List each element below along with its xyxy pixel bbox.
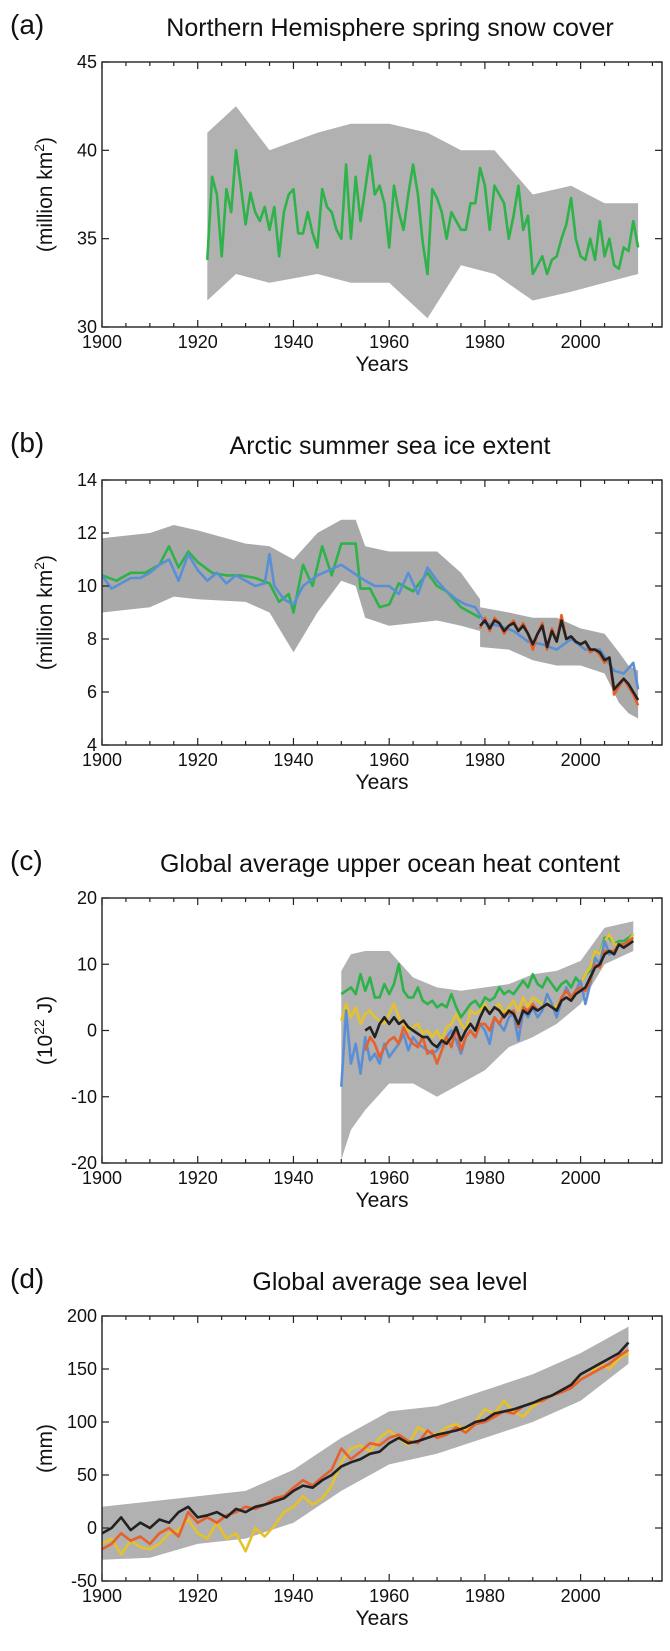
panel-letter: (b)	[10, 427, 44, 458]
x-axis-label: Years	[356, 353, 409, 376]
x-tick-label: 1960	[369, 1168, 409, 1188]
chart-title: Global average upper ocean heat content	[160, 850, 620, 878]
chart-title: Arctic summer sea ice extent	[230, 432, 551, 460]
y-axis-label-sup: 2	[31, 144, 47, 152]
y-axis-label-end: J)	[34, 996, 57, 1019]
y-tick-label: 150	[67, 1359, 97, 1379]
y-axis-label: (1022 J)	[31, 996, 57, 1065]
y-tick-label: -10	[71, 1087, 97, 1107]
x-tick-label: 1900	[82, 1586, 122, 1606]
y-tick-label: 100	[67, 1412, 97, 1432]
x-tick-label: 2000	[561, 1168, 601, 1188]
x-tick-label: 1920	[178, 1168, 218, 1188]
x-tick-label: 2000	[561, 750, 601, 770]
chart-panel: (d) Global average sea level 1900 1920 1940 1…	[10, 1263, 663, 1630]
uncertainty-band	[102, 1326, 629, 1560]
x-tick-label: 1960	[369, 332, 409, 352]
y-axis-label-sup: 22	[31, 1019, 47, 1035]
x-tick-label: 1940	[273, 1586, 313, 1606]
panel-letter: (a)	[10, 9, 44, 40]
y-tick-label: -20	[71, 1153, 97, 1173]
y-tick-label: -50	[71, 1571, 97, 1591]
uncertainty-band	[102, 519, 481, 653]
y-tick-label: 12	[77, 523, 97, 543]
y-tick-label: 45	[77, 52, 97, 72]
y-tick-label: 35	[77, 229, 97, 249]
y-tick-label: 0	[87, 1518, 97, 1538]
y-axis-label: (mm)	[34, 1424, 57, 1473]
chart-panel: (b) Arctic summer sea ice extent 1900 1920 1…	[10, 427, 663, 794]
y-tick-label: 50	[77, 1465, 97, 1485]
series-line	[102, 1348, 630, 1551]
x-tick-label: 1980	[465, 1586, 505, 1606]
series-line	[340, 936, 635, 1087]
x-tick-label: 1940	[273, 1168, 313, 1188]
y-axis-label-main: (million km	[34, 570, 57, 670]
x-axis-label: Years	[356, 1607, 409, 1630]
y-tick-label: 4	[87, 735, 97, 755]
y-tick-label: 14	[77, 470, 97, 490]
y-axis-label: (million km2)	[31, 137, 57, 252]
panel-letter: (d)	[10, 1263, 44, 1294]
series-line	[102, 542, 481, 619]
y-axis-label-sup: 2	[31, 562, 47, 570]
y-axis-label-end: )	[34, 137, 57, 144]
x-tick-label: 2000	[561, 332, 601, 352]
series-line	[206, 149, 640, 276]
plot-frame	[101, 61, 663, 328]
x-tick-label: 1960	[369, 750, 409, 770]
plot-frame	[101, 1315, 663, 1582]
chart-panel: (a) Northern Hemisphere spring snow cover…	[10, 9, 663, 376]
series-line	[102, 552, 640, 690]
series-line	[102, 1341, 630, 1535]
x-tick-label: 2000	[561, 1586, 601, 1606]
y-axis-label-main: (million km	[34, 152, 57, 252]
y-tick-label: 20	[77, 888, 97, 908]
x-tick-label: 1920	[178, 1586, 218, 1606]
x-tick-label: 1900	[82, 1168, 122, 1188]
y-axis-label-end: )	[34, 555, 57, 562]
chart-title: Global average sea level	[252, 1268, 527, 1296]
y-tick-label: 6	[87, 682, 97, 702]
chart-title: Northern Hemisphere spring snow cover	[166, 14, 613, 42]
plot-area	[206, 106, 640, 319]
x-tick-label: 1940	[273, 332, 313, 352]
series-line	[364, 940, 635, 1049]
x-tick-label: 1980	[465, 750, 505, 770]
y-tick-label: 10	[77, 576, 97, 596]
x-tick-label: 1920	[178, 750, 218, 770]
series-line	[479, 619, 640, 701]
y-tick-label: 40	[77, 140, 97, 160]
x-tick-label: 1960	[369, 1586, 409, 1606]
panel-letter: (c)	[10, 845, 43, 876]
y-tick-label: 0	[87, 1021, 97, 1041]
x-tick-label: 1920	[178, 332, 218, 352]
series-line	[363, 936, 635, 1065]
chart-panel: (c) Global average upper ocean heat conte…	[10, 845, 663, 1212]
x-axis-label: Years	[356, 1189, 409, 1212]
y-axis-label-main: (mm)	[34, 1424, 57, 1473]
plot-frame	[101, 479, 663, 746]
y-axis-label: (million km2)	[31, 555, 57, 670]
y-tick-label: 10	[77, 954, 97, 974]
plot-area	[340, 921, 635, 1160]
plot-area	[102, 1326, 630, 1560]
y-tick-label: 30	[77, 317, 97, 337]
x-tick-label: 1900	[82, 750, 122, 770]
x-tick-label: 1980	[465, 332, 505, 352]
uncertainty-band	[207, 106, 639, 319]
plot-area	[102, 519, 640, 719]
x-tick-label: 1940	[273, 750, 313, 770]
x-tick-label: 1900	[82, 332, 122, 352]
x-axis-label: Years	[356, 771, 409, 794]
y-tick-label: 200	[67, 1306, 97, 1326]
x-tick-label: 1980	[465, 1168, 505, 1188]
y-tick-label: 8	[87, 629, 97, 649]
y-axis-label-main: (10	[34, 1035, 57, 1065]
